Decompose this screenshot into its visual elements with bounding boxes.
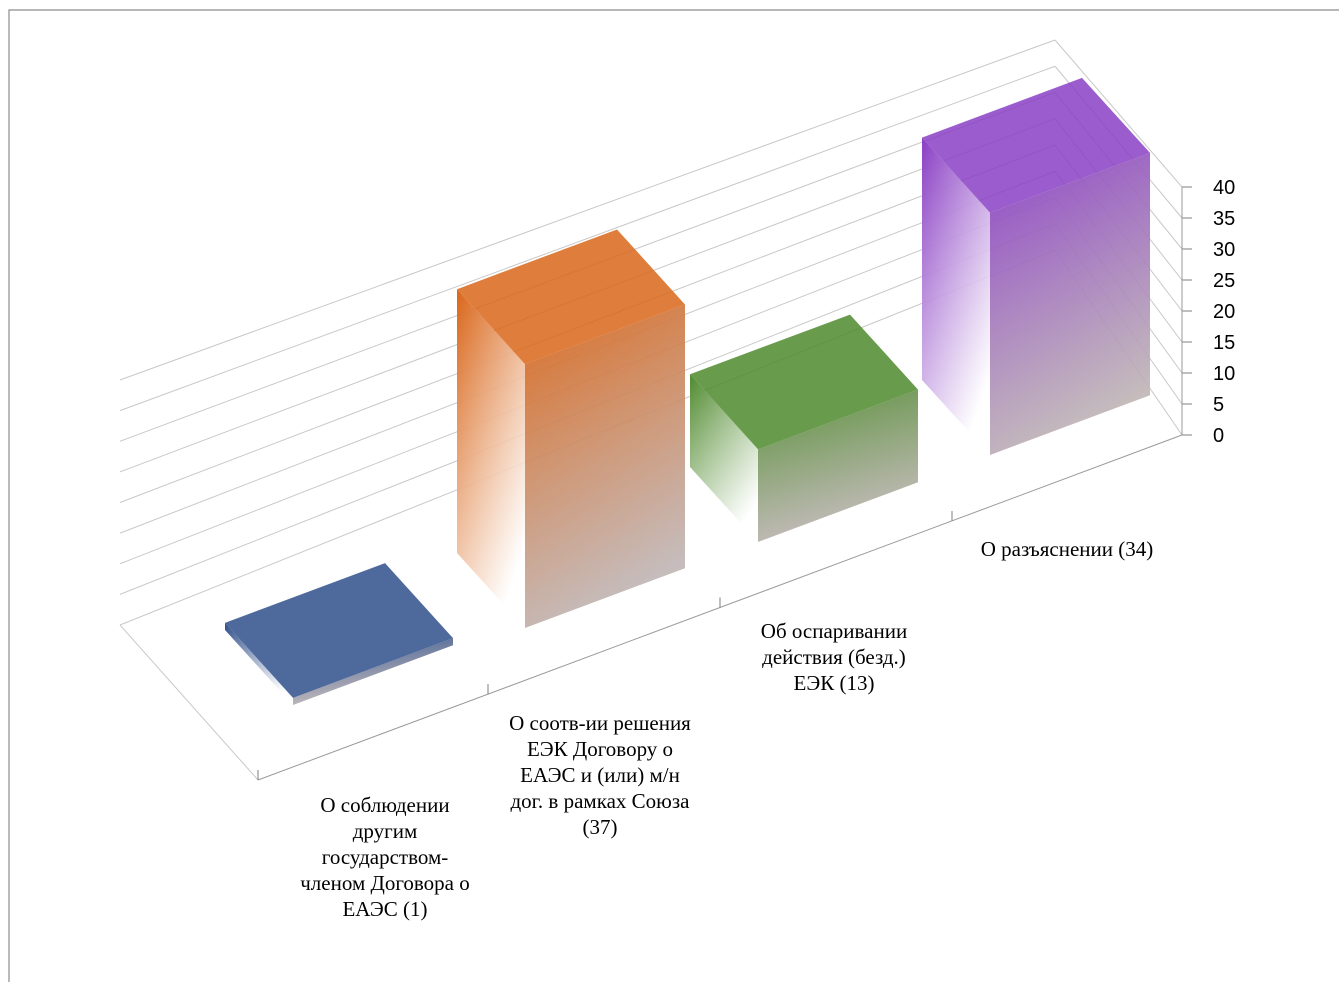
y-axis: 0 5 10 15 20 25 30 35 40 [1181,177,1235,447]
chart-frame [8,9,1339,982]
y-tick-label: 30 [1213,239,1235,261]
category-label-line: ЕЭК Договору о [527,737,673,761]
y-tick-label: 40 [1213,177,1235,199]
bar-side-face [457,289,525,628]
bar [225,563,453,705]
category-label: О соотв-ии решения ЕЭК Договору о ЕАЭС и (… [509,711,691,839]
back-wall-gridline [119,39,1056,381]
category-label-line: ЕЭК (13) [794,671,875,695]
bar [457,229,685,628]
y-tick-label: 0 [1213,425,1224,447]
bar-front-face [525,304,685,628]
bar-side-face [225,622,293,705]
category-label: О разъяснении (34) [981,537,1154,561]
bars [225,77,1150,705]
category-label-line: другим [353,819,418,843]
category-label-line: членом Договора о [300,871,470,895]
category-label-line: О разъяснении (34) [981,537,1154,561]
y-tick-label: 20 [1213,301,1235,323]
category-label: О соблюдении другим государством-членом До… [300,793,470,921]
y-tick-label: 5 [1213,394,1224,416]
category-label-line: (37) [583,815,618,839]
category-label-line: государством- [322,845,449,869]
bar-top-face [225,563,453,698]
bar-side-face [690,374,758,542]
category-label-line: О соотв-ии решения [509,711,691,735]
back-wall-gridline [119,65,1056,412]
bar-front-face [758,389,918,542]
category-label: Об оспаривании действия (безд.) ЕЭК (13) [761,619,907,695]
category-label-line: Об оспаривании [761,619,907,643]
floor-left-edge [119,624,259,781]
category-label-line: дог. в рамках Союза [511,789,691,813]
bar [690,314,918,542]
bar-front-face [990,152,1150,456]
bar-top-face [922,77,1150,213]
side-wall-gridline [1054,39,1183,188]
category-labels: О соблюдении другим государством-членом До… [300,537,1153,921]
y-tick-label: 35 [1213,208,1235,230]
bar-top-face [457,229,685,365]
category-label-line: действия (безд.) [762,645,906,669]
y-tick-label: 25 [1213,270,1235,292]
bar-side-face [922,137,990,455]
category-label-line: ЕАЭС и (или) м/н [520,763,680,787]
bar [922,77,1150,456]
y-tick-label: 10 [1213,363,1235,385]
bar-front-face [293,638,453,705]
y-tick-label: 15 [1213,332,1235,354]
category-label-line: ЕАЭС (1) [342,897,427,921]
bar-top-face [690,314,918,450]
category-label-line: О соблюдении [320,793,449,817]
